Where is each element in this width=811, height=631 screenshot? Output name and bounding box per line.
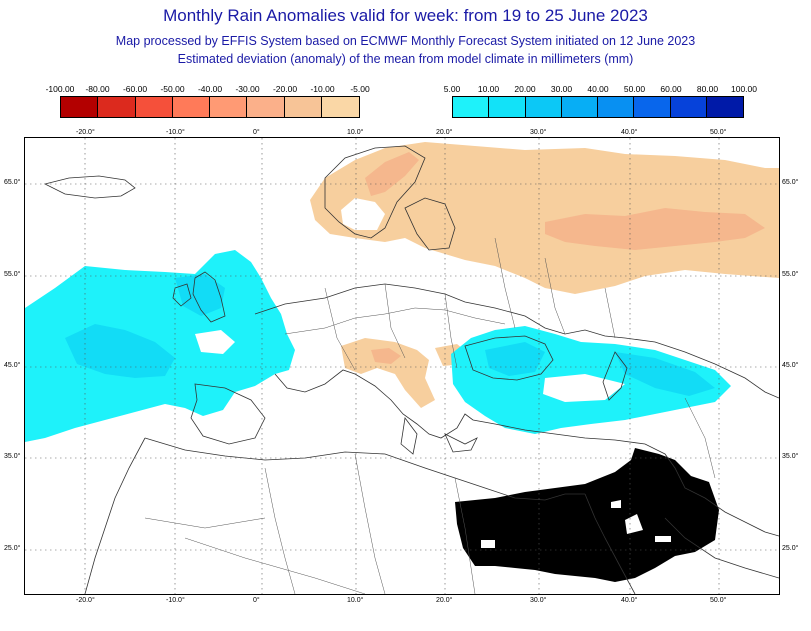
legend-swatch [98,97,136,117]
legend-swatch [598,97,635,117]
lat-tick-label: 55.0° [782,271,799,278]
legend-label: -100.00 [45,84,75,94]
dry-area-north-strong [545,208,765,250]
no-data-gap-4 [655,536,671,542]
legend-positive-labels: 5.00 10.00 20.00 30.00 40.00 50.00 60.00 80.00 1… [444,84,757,96]
dry-area-scandinavia-strong [365,152,419,196]
legend-positive: 5.00 10.00 20.00 30.00 40.00 50.00 60.00 80.00 1… [444,84,757,124]
no-data-gap-3 [481,540,495,548]
lat-tick-label: 65.0° [4,179,21,186]
lon-tick-label: -20.0° [76,597,95,604]
lat-tick-label: 25.0° [782,545,799,552]
legend-label: 5.00 [443,84,461,94]
no-data-gap-1 [625,514,643,534]
anomaly-map [24,137,780,595]
lon-tick-label: 50.0° [710,597,727,604]
legend-swatch [489,97,526,117]
legend-label: 20.00 [514,84,536,94]
legend-label: 40.00 [587,84,609,94]
lon-tick-label: -10.0° [166,129,185,136]
legend-swatch [284,97,322,117]
legend-swatch [61,97,99,117]
legend-swatch [561,97,598,117]
lat-tick-label: 45.0° [782,362,799,369]
wet-area-atlantic-strong [65,324,175,378]
lon-tick-label: 0° [253,597,260,604]
legend-negative: -100.00 -80.00 -60.00 -50.00 -40.00 -30.00 -20… [46,84,370,124]
lon-tick-label: 40.0° [621,597,638,604]
legend-label: 10.00 [477,84,500,94]
wet-area-caucasus-strong [615,352,715,396]
legend-label: -5.00 [350,84,370,94]
legend-swatch [135,97,173,117]
no-data-gap-2 [611,500,621,508]
legend-label: -60.00 [122,84,148,94]
legend-label: -20.00 [272,84,298,94]
legend-negative-bar [60,96,360,118]
legend-swatch [525,97,562,117]
legend-swatch [172,97,210,117]
wet-area-black-sea-strong [485,342,545,376]
legend-label: -30.00 [235,84,260,94]
lon-tick-label: 40.0° [621,129,638,136]
legend-label: -10.00 [310,84,335,94]
dry-area-italy [341,338,435,408]
legend-swatch [706,97,743,117]
map-subtitle-source: Map processed by EFFIS System based on E… [115,34,696,48]
legend-swatch [210,97,248,117]
lat-tick-label: 55.0° [4,271,21,278]
dry-area-north [310,142,779,294]
lon-tick-label: 20.0° [436,597,453,604]
legend-label: 50.00 [623,84,646,94]
legend-label: -40.00 [197,84,223,94]
legend-negative-labels: -100.00 -80.00 -60.00 -50.00 -40.00 -30.00 -20… [46,84,370,96]
legend-swatch [321,97,359,117]
legend-label: -80.00 [85,84,110,94]
country-borders [144,237,716,594]
map-title: Monthly Rain Anomalies valid for week: f… [163,6,648,25]
legend-swatch [670,97,707,117]
legend-swatch [634,97,671,117]
legend-label: 60.00 [660,84,682,94]
lat-tick-label: 35.0° [782,453,799,460]
graticule [25,138,779,594]
no-anomaly-turkey [543,374,625,402]
lon-tick-label: 20.0° [436,129,453,136]
lat-tick-label: 35.0° [4,453,21,460]
no-anomaly-sweden [341,198,385,230]
dry-area-italy-strong [371,348,401,364]
lon-tick-label: -10.0° [166,597,185,604]
lon-tick-label: -20.0° [76,129,95,136]
lon-tick-label: 0° [253,129,260,136]
legend-positive-bar [452,96,744,118]
lon-tick-label: 50.0° [710,129,727,136]
legend-label: 30.00 [550,84,573,94]
legend-swatch [453,97,490,117]
legend-label: -50.00 [160,84,185,94]
map-subtitle-description: Estimated deviation (anomaly) of the mea… [177,52,634,66]
lat-tick-label: 65.0° [782,179,799,186]
lon-tick-label: 30.0° [530,597,547,604]
lat-tick-label: 45.0° [4,362,21,369]
lon-tick-label: 30.0° [530,129,547,136]
legend-swatch [247,97,285,117]
lat-tick-label: 25.0° [4,545,21,552]
lon-tick-label: 10.0° [347,129,364,136]
no-anomaly-bay [195,330,235,354]
no-data-region [455,448,719,582]
legend-label: 100.00 [731,84,757,94]
coastlines [43,145,779,594]
lon-tick-label: 10.0° [347,597,364,604]
legend-label: 80.00 [696,84,719,94]
map-canvas [25,138,779,594]
